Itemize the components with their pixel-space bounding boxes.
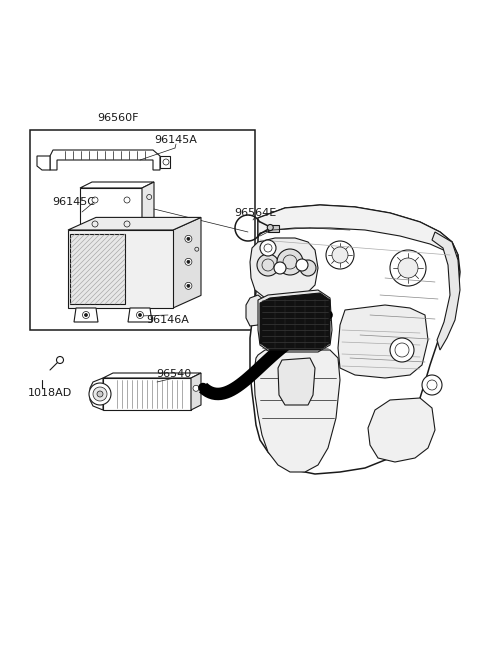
Circle shape <box>97 391 103 397</box>
Polygon shape <box>128 308 152 322</box>
Polygon shape <box>103 373 201 378</box>
Circle shape <box>193 385 199 391</box>
Polygon shape <box>246 295 264 326</box>
Circle shape <box>274 262 286 274</box>
Bar <box>70 234 125 304</box>
Polygon shape <box>258 205 458 260</box>
Text: 96564E: 96564E <box>234 208 276 218</box>
Circle shape <box>57 356 63 363</box>
Circle shape <box>93 387 107 401</box>
Polygon shape <box>268 224 279 232</box>
Polygon shape <box>432 232 460 350</box>
Polygon shape <box>80 188 142 236</box>
Polygon shape <box>160 156 170 168</box>
Circle shape <box>326 241 354 269</box>
Polygon shape <box>37 156 50 170</box>
Polygon shape <box>258 290 332 352</box>
Polygon shape <box>80 182 154 188</box>
Polygon shape <box>74 308 98 322</box>
Text: 96540: 96540 <box>156 369 192 379</box>
Polygon shape <box>68 217 201 230</box>
Circle shape <box>185 282 192 289</box>
Circle shape <box>277 249 303 275</box>
Polygon shape <box>278 358 315 405</box>
Text: 96145A: 96145A <box>155 135 197 145</box>
Circle shape <box>257 254 279 276</box>
Polygon shape <box>173 217 201 308</box>
Text: 96146A: 96146A <box>146 315 190 325</box>
Polygon shape <box>142 182 154 236</box>
Polygon shape <box>103 378 191 410</box>
Polygon shape <box>90 378 103 410</box>
Text: 96145C: 96145C <box>52 197 95 207</box>
Circle shape <box>136 312 144 319</box>
Circle shape <box>187 284 190 287</box>
Circle shape <box>332 247 348 263</box>
Text: 96560F: 96560F <box>97 113 139 123</box>
Polygon shape <box>368 398 435 462</box>
Text: 1018AD: 1018AD <box>28 388 72 398</box>
Circle shape <box>187 237 190 240</box>
Circle shape <box>89 383 111 405</box>
Circle shape <box>267 224 273 230</box>
Polygon shape <box>191 373 201 410</box>
Polygon shape <box>250 238 318 300</box>
Circle shape <box>422 375 442 395</box>
Polygon shape <box>250 205 460 474</box>
Polygon shape <box>50 150 160 170</box>
Circle shape <box>296 259 308 271</box>
Circle shape <box>300 260 316 276</box>
Circle shape <box>390 250 426 286</box>
Polygon shape <box>68 230 173 308</box>
Circle shape <box>260 240 276 256</box>
Circle shape <box>185 236 192 242</box>
Circle shape <box>390 338 414 362</box>
Circle shape <box>84 314 87 316</box>
Circle shape <box>185 258 192 265</box>
Bar <box>30 130 255 330</box>
Circle shape <box>398 258 418 278</box>
Circle shape <box>187 260 190 263</box>
Circle shape <box>83 312 89 319</box>
Polygon shape <box>254 350 340 472</box>
Circle shape <box>139 314 142 316</box>
Polygon shape <box>260 293 330 350</box>
Polygon shape <box>338 305 428 378</box>
